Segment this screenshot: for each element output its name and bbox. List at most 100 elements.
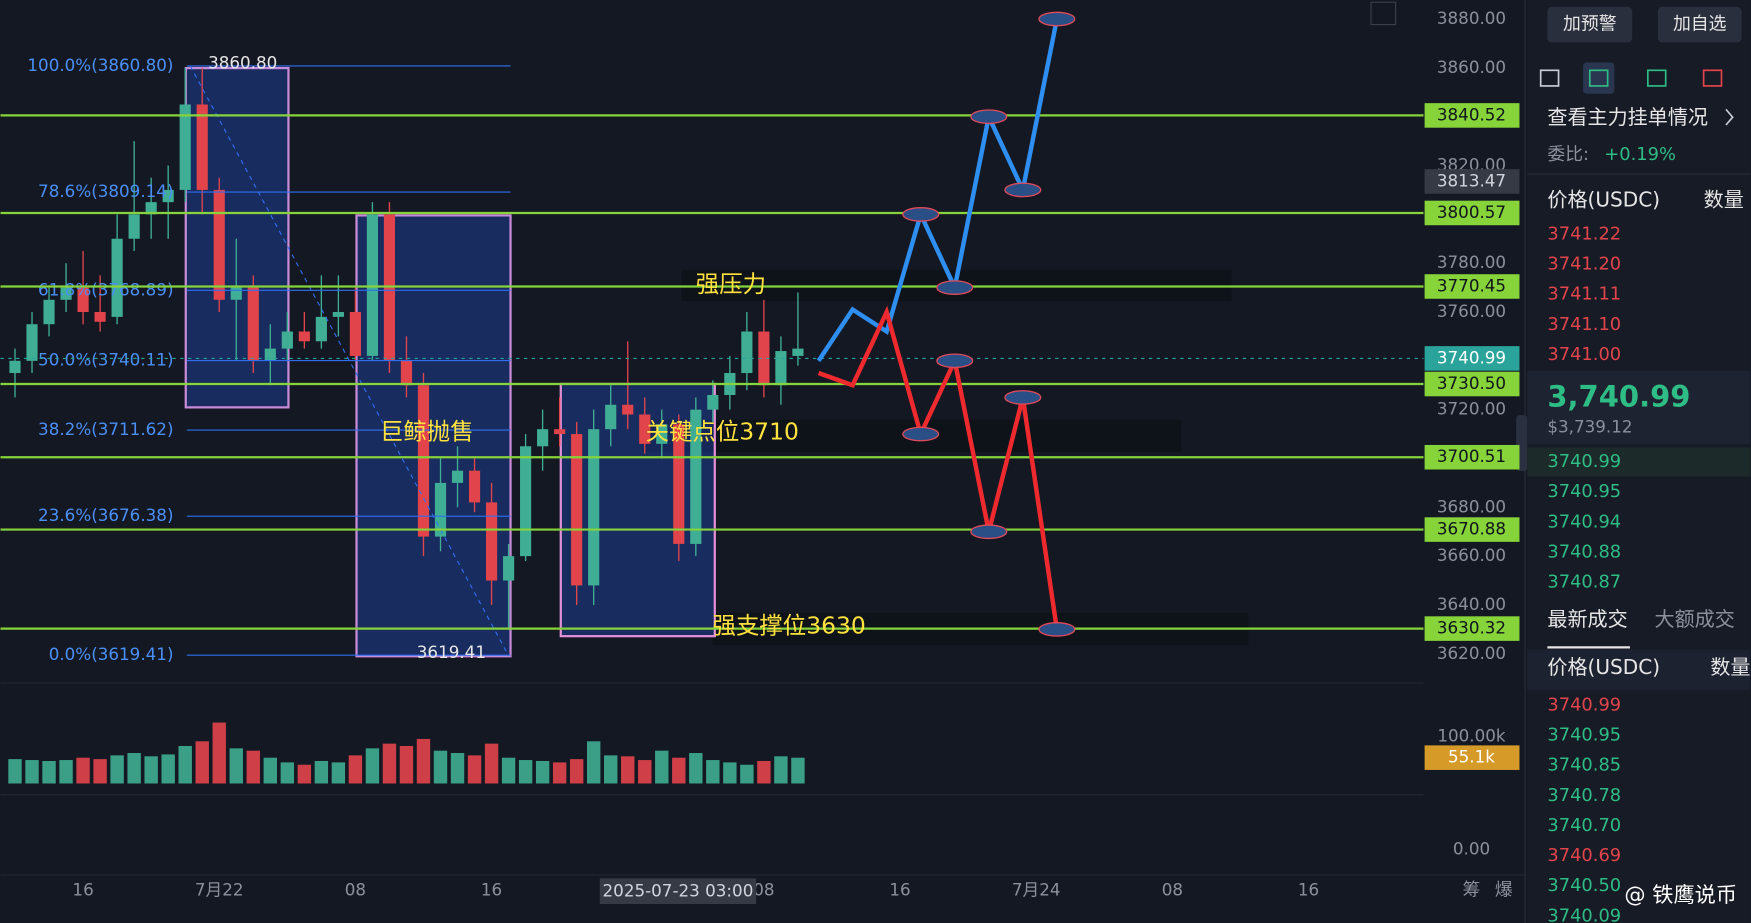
volume-bar (740, 764, 754, 784)
y-tick-label: 3860.00 (1437, 57, 1506, 77)
candle-body (179, 104, 191, 190)
candle-body (264, 348, 276, 361)
candle-body (417, 385, 430, 537)
candle-body (656, 424, 668, 444)
fib-label: 38.2%(3711.62) (38, 419, 173, 439)
crosshair-price-badge (1424, 169, 1520, 194)
projection-marker (902, 426, 940, 442)
y-tick-label: 3640.00 (1437, 594, 1506, 614)
candle-body (281, 331, 293, 349)
volume-bar (638, 760, 652, 784)
volume-bar (535, 760, 550, 784)
candle-body (758, 331, 770, 386)
candle-body (9, 360, 21, 374)
volume-bar (76, 757, 90, 784)
x-tick-label: 08 (345, 880, 366, 900)
volume-bar (706, 760, 720, 784)
level-label: 3770.45 (1437, 275, 1506, 295)
level-badge (1424, 517, 1520, 542)
volume-bar (25, 760, 39, 784)
panel-button-label[interactable]: 加自选 (1673, 14, 1727, 35)
trade-price: 3740.95 (1547, 724, 1621, 745)
watermark: @ 铁鹰说币 (1624, 882, 1737, 907)
fib-label: 0.0%(3619.41) (49, 644, 174, 664)
bid-price: 3740.87 (1547, 572, 1621, 593)
last-price-badge (1424, 346, 1520, 371)
volume-bar (348, 755, 363, 784)
level-label: 3700.51 (1437, 446, 1506, 466)
candle-body (434, 482, 447, 537)
x-tick-label: 08 (753, 880, 774, 900)
fib-label: 23.6%(3676.38) (38, 505, 173, 525)
projection-marker (970, 109, 1008, 125)
panel-button[interactable] (1547, 6, 1633, 43)
crosshair-price-label: 3813.47 (1437, 170, 1506, 190)
book-header: 数量 (1704, 187, 1744, 211)
view-toggle[interactable] (1588, 69, 1609, 87)
volume-bar (433, 750, 448, 784)
panel-button-label[interactable]: 加预警 (1563, 14, 1617, 35)
view-toggle[interactable] (1702, 69, 1723, 87)
view-toggle[interactable] (1539, 69, 1560, 87)
y-tick-label: 3680.00 (1437, 496, 1506, 516)
projection-line (817, 305, 1060, 630)
macd-tick-label: 0.00 (1453, 838, 1490, 858)
candle-body (128, 214, 140, 239)
ask-price: 3741.00 (1547, 344, 1621, 365)
volume-bar (59, 760, 73, 784)
candle-body (332, 311, 344, 317)
volume-bar (110, 755, 124, 784)
candle-body (571, 434, 583, 586)
volume-bar (501, 757, 516, 784)
candle-body (503, 556, 515, 581)
volume-bar (161, 754, 175, 784)
candle-body (588, 429, 600, 586)
level-badge (1424, 371, 1520, 397)
order-link[interactable]: 查看主力挂单情况 (1547, 105, 1708, 129)
bid-price: 3740.95 (1547, 481, 1621, 502)
level-badge (1424, 200, 1520, 226)
volume-bar (178, 745, 192, 784)
volume-bar (604, 755, 618, 784)
volume-bar (484, 743, 499, 784)
tab[interactable]: 大额成交 (1655, 607, 1735, 631)
candle-body (451, 470, 464, 483)
volume-tick-label: 100.00k (1437, 726, 1506, 746)
volume-bar (552, 762, 567, 784)
trades-header-band (1527, 649, 1751, 690)
x-tick-label: 16 (1298, 880, 1319, 900)
trade-price: 3740.09 (1547, 905, 1621, 923)
y-tick-label: 3880.00 (1437, 8, 1506, 28)
volume-badge (1424, 745, 1520, 770)
volume-bar (467, 755, 482, 784)
fib-low-label: 3619.41 (417, 642, 486, 662)
ask-price: 3741.20 (1547, 254, 1621, 275)
volume-bar (195, 741, 209, 784)
volume-bar (621, 756, 635, 784)
volume-bar (382, 743, 397, 784)
level-label: 3630.32 (1437, 618, 1506, 638)
volume-bar (280, 762, 295, 784)
candle-body (639, 414, 651, 444)
fullscreen-button[interactable] (1370, 1, 1397, 26)
candle-body (485, 502, 498, 581)
view-toggle[interactable] (1646, 69, 1667, 87)
projection-line (816, 18, 1060, 363)
y-tick-label: 3760.00 (1437, 301, 1506, 321)
level-label: 3670.88 (1437, 519, 1506, 539)
candle-body (554, 429, 566, 435)
fib-label: 50.0%(3740.11) (38, 350, 173, 370)
candle-body (400, 360, 413, 386)
x-tick-label: 16 (72, 880, 93, 900)
x-tick-label: 16 (889, 880, 910, 900)
crosshair-time-badge (599, 878, 757, 905)
trade-price: 3740.99 (1547, 694, 1621, 715)
panel-button[interactable] (1657, 6, 1742, 43)
volume-bar (331, 762, 346, 784)
tab[interactable]: 最新成交 (1547, 607, 1627, 631)
level-badge (1424, 616, 1520, 641)
volume-bar (399, 745, 414, 784)
annotation: 关键点位3710 (646, 418, 799, 446)
side-icon: 筹 (1463, 880, 1481, 901)
